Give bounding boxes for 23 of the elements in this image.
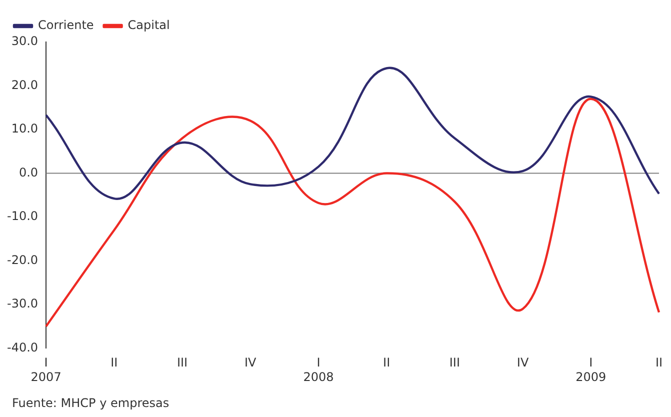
x-tick-label: III [449, 356, 460, 370]
y-tick-label: -20.0 [6, 252, 38, 267]
x-tick-label: IV [244, 356, 258, 370]
line-series [44, 67, 660, 200]
y-tick-label: 0.0 [18, 165, 38, 180]
source-note: Fuente: MHCP y empresas [12, 395, 170, 412]
line-series [44, 98, 660, 328]
x-tick-label: II [383, 356, 390, 370]
x-tick-label: I 2007 [30, 356, 62, 384]
legend-label: Corriente [38, 18, 94, 32]
x-tick-label: I 2009 [576, 356, 606, 384]
y-tick-label: 30.0 [11, 34, 38, 48]
legend-label: Capital [128, 18, 170, 32]
y-tick-label: -40.0 [6, 340, 38, 354]
x-tick-label: I 2008 [303, 356, 334, 384]
y-tick-label: -10.0 [6, 209, 38, 224]
x-tick-label: II [655, 356, 663, 370]
y-tick-label: -30.0 [6, 296, 38, 311]
x-tick-label: III [176, 356, 188, 370]
y-tick-label: 20.0 [11, 78, 38, 92]
x-tick-label: IV [516, 356, 530, 370]
x-tick-label: II [110, 356, 118, 370]
y-tick-label: 10.0 [11, 122, 38, 136]
